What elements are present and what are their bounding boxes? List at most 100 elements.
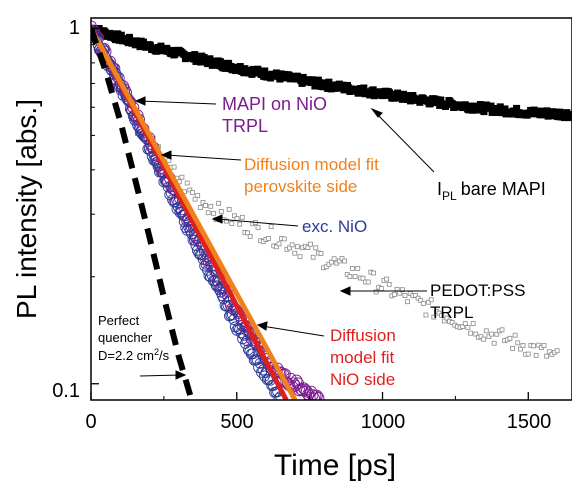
pedot-point bbox=[371, 270, 376, 276]
pedot-point bbox=[297, 254, 303, 260]
exc-nio-point bbox=[190, 240, 202, 251]
pedot-point bbox=[546, 349, 552, 355]
mapi-nio-point bbox=[310, 389, 323, 400]
pedot-point bbox=[399, 287, 405, 293]
annotation-arrows bbox=[134, 96, 435, 380]
mapi-nio-point bbox=[303, 391, 316, 400]
pedot-point bbox=[352, 274, 358, 279]
pedot-point bbox=[313, 245, 319, 251]
pedot-point bbox=[211, 210, 216, 216]
exc-nio-point bbox=[235, 327, 247, 339]
mapi-nio-point bbox=[312, 391, 325, 400]
mapi-nio-point bbox=[91, 20, 97, 33]
pedot-point bbox=[339, 256, 345, 261]
x-tick-label-0: 0 bbox=[85, 411, 96, 433]
label-diff-perov-2: perovskite side bbox=[244, 177, 357, 196]
pedot-point bbox=[203, 203, 208, 208]
pedot-point bbox=[462, 321, 468, 327]
pedot-point bbox=[197, 205, 203, 210]
pedot-point bbox=[216, 200, 222, 206]
pedot-point bbox=[318, 251, 324, 256]
pedot-point bbox=[205, 210, 211, 216]
pedot-point bbox=[184, 180, 190, 186]
pedot-point bbox=[179, 174, 185, 180]
pedot-point bbox=[441, 318, 447, 324]
pedot-point bbox=[520, 343, 526, 348]
pedot-point bbox=[294, 244, 300, 250]
pedot-point bbox=[187, 187, 193, 193]
arrow-mapi-nio bbox=[139, 100, 217, 105]
bare-mapi-point bbox=[236, 62, 244, 70]
bare-mapi-point bbox=[480, 108, 488, 116]
bare-mapi-point bbox=[513, 104, 521, 112]
bare-mapi-point bbox=[437, 96, 445, 104]
pedot-point bbox=[266, 235, 271, 241]
label-bare-mapi: IPL bare MAPI bbox=[437, 179, 546, 203]
pedot-point bbox=[350, 266, 355, 271]
exc-nio-point bbox=[213, 283, 225, 295]
pedot-point bbox=[200, 200, 206, 205]
label-diff-perov-1: Diffusion model fit bbox=[244, 155, 379, 174]
y-tick-label-0.1: 0.1 bbox=[52, 380, 80, 402]
pedot-point bbox=[190, 190, 195, 195]
pedot-point bbox=[360, 275, 366, 281]
pedot-point bbox=[373, 289, 379, 295]
pedot-point bbox=[489, 331, 494, 337]
pedot-point bbox=[499, 327, 505, 333]
label-pq-1: Perfect bbox=[98, 313, 140, 328]
pedot-point bbox=[402, 293, 408, 298]
label-mapi-nio-1: MAPI on NiO bbox=[222, 94, 327, 114]
pedot-point bbox=[468, 330, 473, 336]
exc-nio-point bbox=[238, 329, 250, 341]
pedot-point bbox=[481, 336, 487, 342]
arrow-bare-mapi bbox=[374, 111, 435, 173]
pedot-point bbox=[483, 328, 489, 334]
y-tick-label-1: 1 bbox=[69, 17, 80, 39]
x-axis-label: Time [ps] bbox=[274, 449, 396, 482]
pedot-point bbox=[323, 264, 329, 270]
pedot-point bbox=[305, 245, 311, 251]
pedot-point bbox=[331, 256, 337, 262]
exc-nio-point bbox=[251, 354, 263, 366]
pedot-point bbox=[418, 298, 424, 303]
pedot-point bbox=[171, 164, 177, 170]
exc-nio-point bbox=[219, 300, 231, 312]
pedot-point bbox=[268, 224, 274, 230]
exc-nio-point bbox=[247, 348, 259, 360]
arrowhead-pq bbox=[175, 370, 187, 380]
arrowhead-bare-mapi bbox=[370, 107, 383, 118]
arrow-diff-perov bbox=[165, 154, 242, 161]
pedot-point bbox=[405, 299, 410, 305]
pedot-point bbox=[510, 345, 515, 351]
arrowhead-diff-nio bbox=[256, 321, 268, 331]
pedot-point bbox=[494, 331, 500, 337]
bare-mapi-point bbox=[206, 55, 214, 63]
pedot-point bbox=[329, 259, 334, 265]
exc-nio-point bbox=[205, 271, 216, 283]
pedot-point bbox=[365, 279, 371, 285]
pedot-point bbox=[507, 335, 513, 341]
pedot-point bbox=[276, 241, 282, 247]
pedot-point bbox=[423, 312, 429, 318]
pedot-point bbox=[420, 300, 426, 306]
pedot-point bbox=[347, 274, 353, 279]
mapi-nio-point bbox=[308, 392, 320, 400]
label-pq-2: quencher bbox=[98, 330, 153, 345]
pedot-point bbox=[554, 348, 560, 354]
pedot-point bbox=[473, 331, 479, 337]
exc-nio-point bbox=[206, 269, 218, 281]
label-pedot-2: TRPL bbox=[430, 303, 473, 322]
pedot-point bbox=[245, 230, 250, 236]
pedot-point bbox=[533, 352, 539, 358]
pedot-point bbox=[255, 225, 261, 230]
pedot-point bbox=[449, 320, 455, 325]
arrowhead-exc-nio bbox=[211, 214, 223, 224]
exc-nio-point bbox=[222, 300, 234, 311]
pedot-point bbox=[460, 324, 466, 329]
pedot-point bbox=[384, 276, 389, 282]
pedot-point bbox=[237, 221, 243, 227]
exc-nio-point bbox=[241, 335, 253, 347]
label-exc-nio: exc. NiO bbox=[302, 217, 367, 236]
bare-mapi-point bbox=[567, 111, 572, 119]
